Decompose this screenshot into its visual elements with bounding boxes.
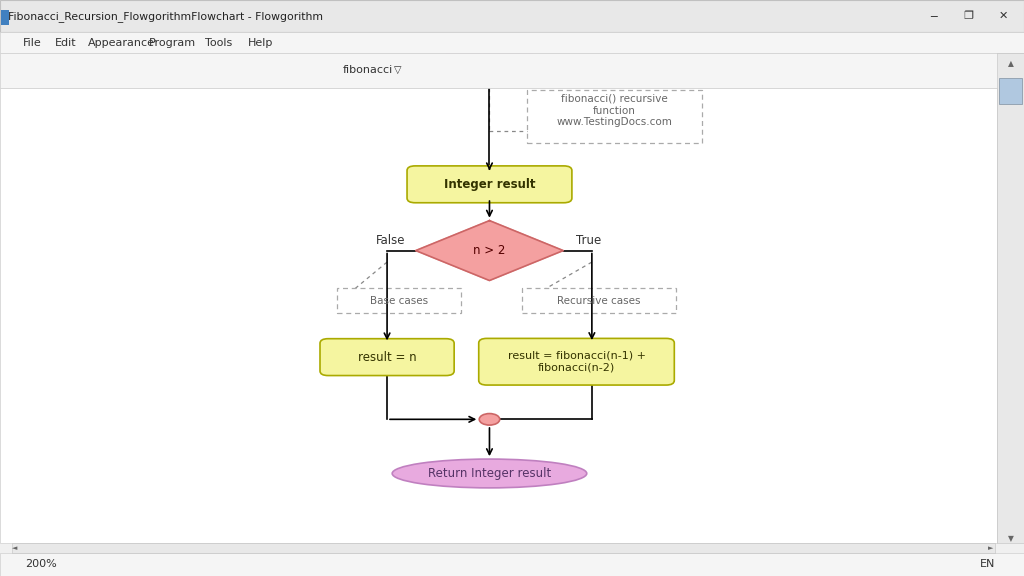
- Text: n > 2: n > 2: [473, 244, 506, 257]
- Text: Help: Help: [248, 37, 273, 48]
- FancyBboxPatch shape: [526, 90, 702, 142]
- Circle shape: [479, 414, 500, 425]
- Text: 200%: 200%: [26, 559, 57, 570]
- Text: True: True: [577, 234, 601, 247]
- FancyBboxPatch shape: [478, 338, 674, 385]
- FancyBboxPatch shape: [521, 288, 676, 313]
- Text: Program: Program: [148, 37, 196, 48]
- Text: ◄: ◄: [12, 545, 17, 551]
- Text: ▽: ▽: [394, 65, 401, 75]
- Text: ►: ►: [988, 545, 993, 551]
- FancyBboxPatch shape: [0, 553, 1024, 576]
- Text: fibonacci: fibonacci: [343, 65, 393, 75]
- Text: ▲: ▲: [1008, 59, 1014, 68]
- Text: ─: ─: [931, 11, 937, 21]
- Text: Integer result: Integer result: [443, 178, 536, 191]
- Text: ✕: ✕: [998, 11, 1009, 21]
- Text: ❐: ❐: [964, 11, 974, 21]
- FancyBboxPatch shape: [0, 88, 997, 543]
- Polygon shape: [416, 221, 563, 281]
- FancyBboxPatch shape: [999, 78, 1022, 104]
- FancyBboxPatch shape: [319, 339, 455, 376]
- Text: Fibonacci_Recursion_FlowgorithmFlowchart - Flowgorithm: Fibonacci_Recursion_FlowgorithmFlowchart…: [8, 11, 324, 21]
- Text: False: False: [376, 234, 404, 247]
- Bar: [1, 10, 9, 25]
- Text: fibonacci() recursive
function
www.TestingDocs.com: fibonacci() recursive function www.Testi…: [556, 94, 673, 127]
- Text: EN: EN: [980, 559, 995, 570]
- FancyBboxPatch shape: [997, 53, 1024, 543]
- FancyBboxPatch shape: [0, 53, 1024, 88]
- FancyBboxPatch shape: [407, 166, 571, 203]
- Text: Return Integer result: Return Integer result: [428, 467, 551, 480]
- FancyBboxPatch shape: [0, 0, 1024, 32]
- FancyBboxPatch shape: [0, 32, 1024, 53]
- Text: Tools: Tools: [205, 37, 232, 48]
- Text: Recursive cases: Recursive cases: [557, 295, 641, 306]
- Text: Edit: Edit: [55, 37, 77, 48]
- FancyBboxPatch shape: [338, 288, 461, 313]
- Text: ▼: ▼: [1008, 534, 1014, 543]
- Text: File: File: [23, 37, 41, 48]
- Ellipse shape: [440, 47, 539, 74]
- FancyBboxPatch shape: [12, 543, 995, 553]
- Text: Base cases: Base cases: [371, 295, 428, 306]
- Text: Appearance: Appearance: [88, 37, 155, 48]
- Text: result = fibonacci(n-1) +
fibonacci(n-2): result = fibonacci(n-1) + fibonacci(n-2): [508, 351, 645, 373]
- Ellipse shape: [392, 459, 587, 488]
- Text: result = n: result = n: [357, 351, 417, 363]
